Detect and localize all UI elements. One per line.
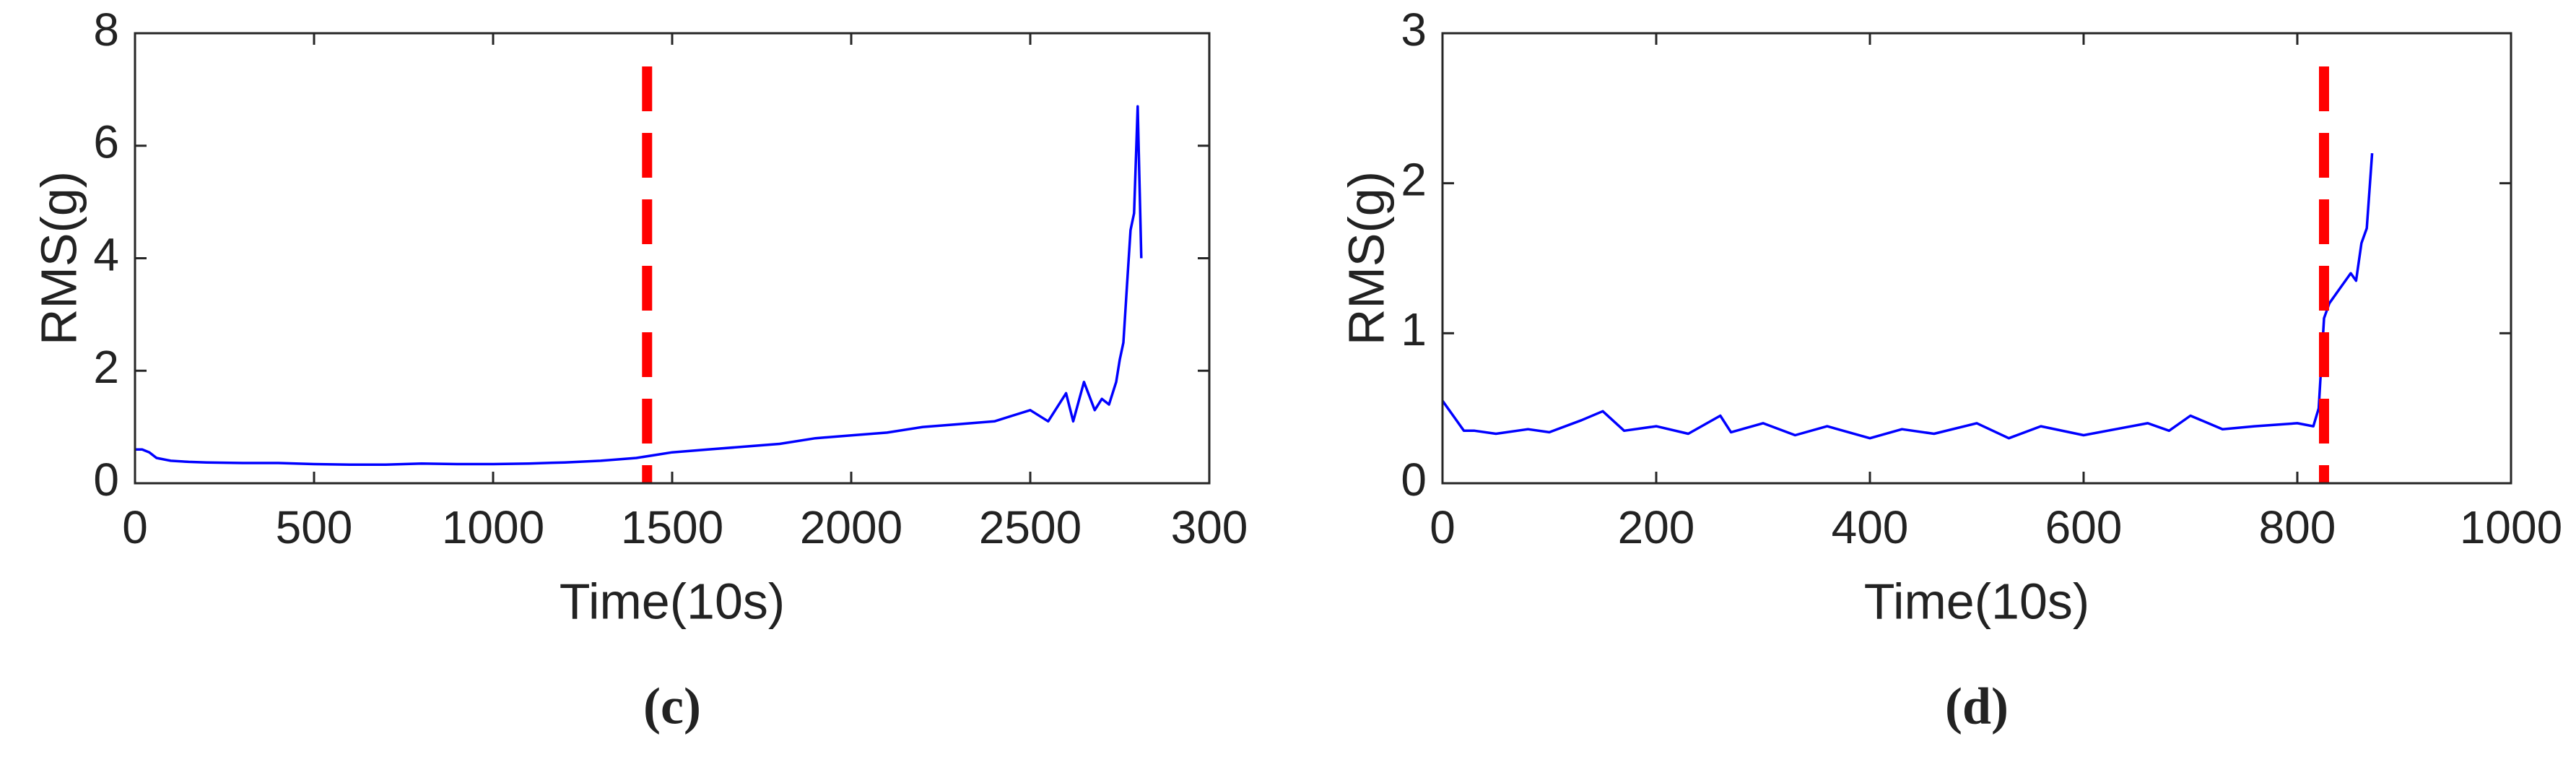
x-tick-label: 300 bbox=[1171, 501, 1248, 553]
x-tick-label: 1000 bbox=[2460, 501, 2562, 553]
y-tick-label: 6 bbox=[93, 116, 119, 168]
y-tick-label: 0 bbox=[93, 454, 119, 506]
y-axis-title: RMS(g) bbox=[30, 171, 87, 345]
x-tick-label: 600 bbox=[2045, 501, 2123, 553]
y-tick-label: 4 bbox=[93, 228, 119, 280]
data-line bbox=[135, 105, 1143, 467]
y-tick-label: 2 bbox=[93, 341, 119, 393]
panel-label: (c) bbox=[643, 678, 701, 735]
y-tick-label: 2 bbox=[1401, 154, 1427, 206]
axes-box bbox=[134, 32, 1211, 485]
x-tick-label: 2000 bbox=[800, 501, 902, 553]
x-axis-title: Time(10s) bbox=[560, 573, 785, 629]
x-axis-title: Time(10s) bbox=[1864, 573, 2089, 629]
x-tick-label: 800 bbox=[2259, 501, 2336, 553]
x-tick-label: 1500 bbox=[621, 501, 723, 553]
y-tick-label: 8 bbox=[93, 4, 119, 56]
axes-box bbox=[1441, 32, 2512, 485]
y-tick-label: 3 bbox=[1401, 4, 1427, 56]
x-tick-label: 1000 bbox=[442, 501, 544, 553]
x-tick-label: 2500 bbox=[979, 501, 1082, 553]
x-tick-label: 500 bbox=[276, 501, 353, 553]
x-tick-label: 0 bbox=[122, 501, 148, 553]
data-line bbox=[1441, 152, 2374, 440]
x-tick-label: 0 bbox=[1430, 501, 1455, 553]
y-tick-label: 0 bbox=[1401, 454, 1427, 506]
x-tick-label: 400 bbox=[1832, 501, 1909, 553]
y-tick-label: 1 bbox=[1401, 303, 1427, 355]
panel-label: (d) bbox=[1945, 678, 2009, 735]
x-tick-label: 200 bbox=[1618, 501, 1695, 553]
y-axis-title: RMS(g) bbox=[1338, 171, 1394, 345]
